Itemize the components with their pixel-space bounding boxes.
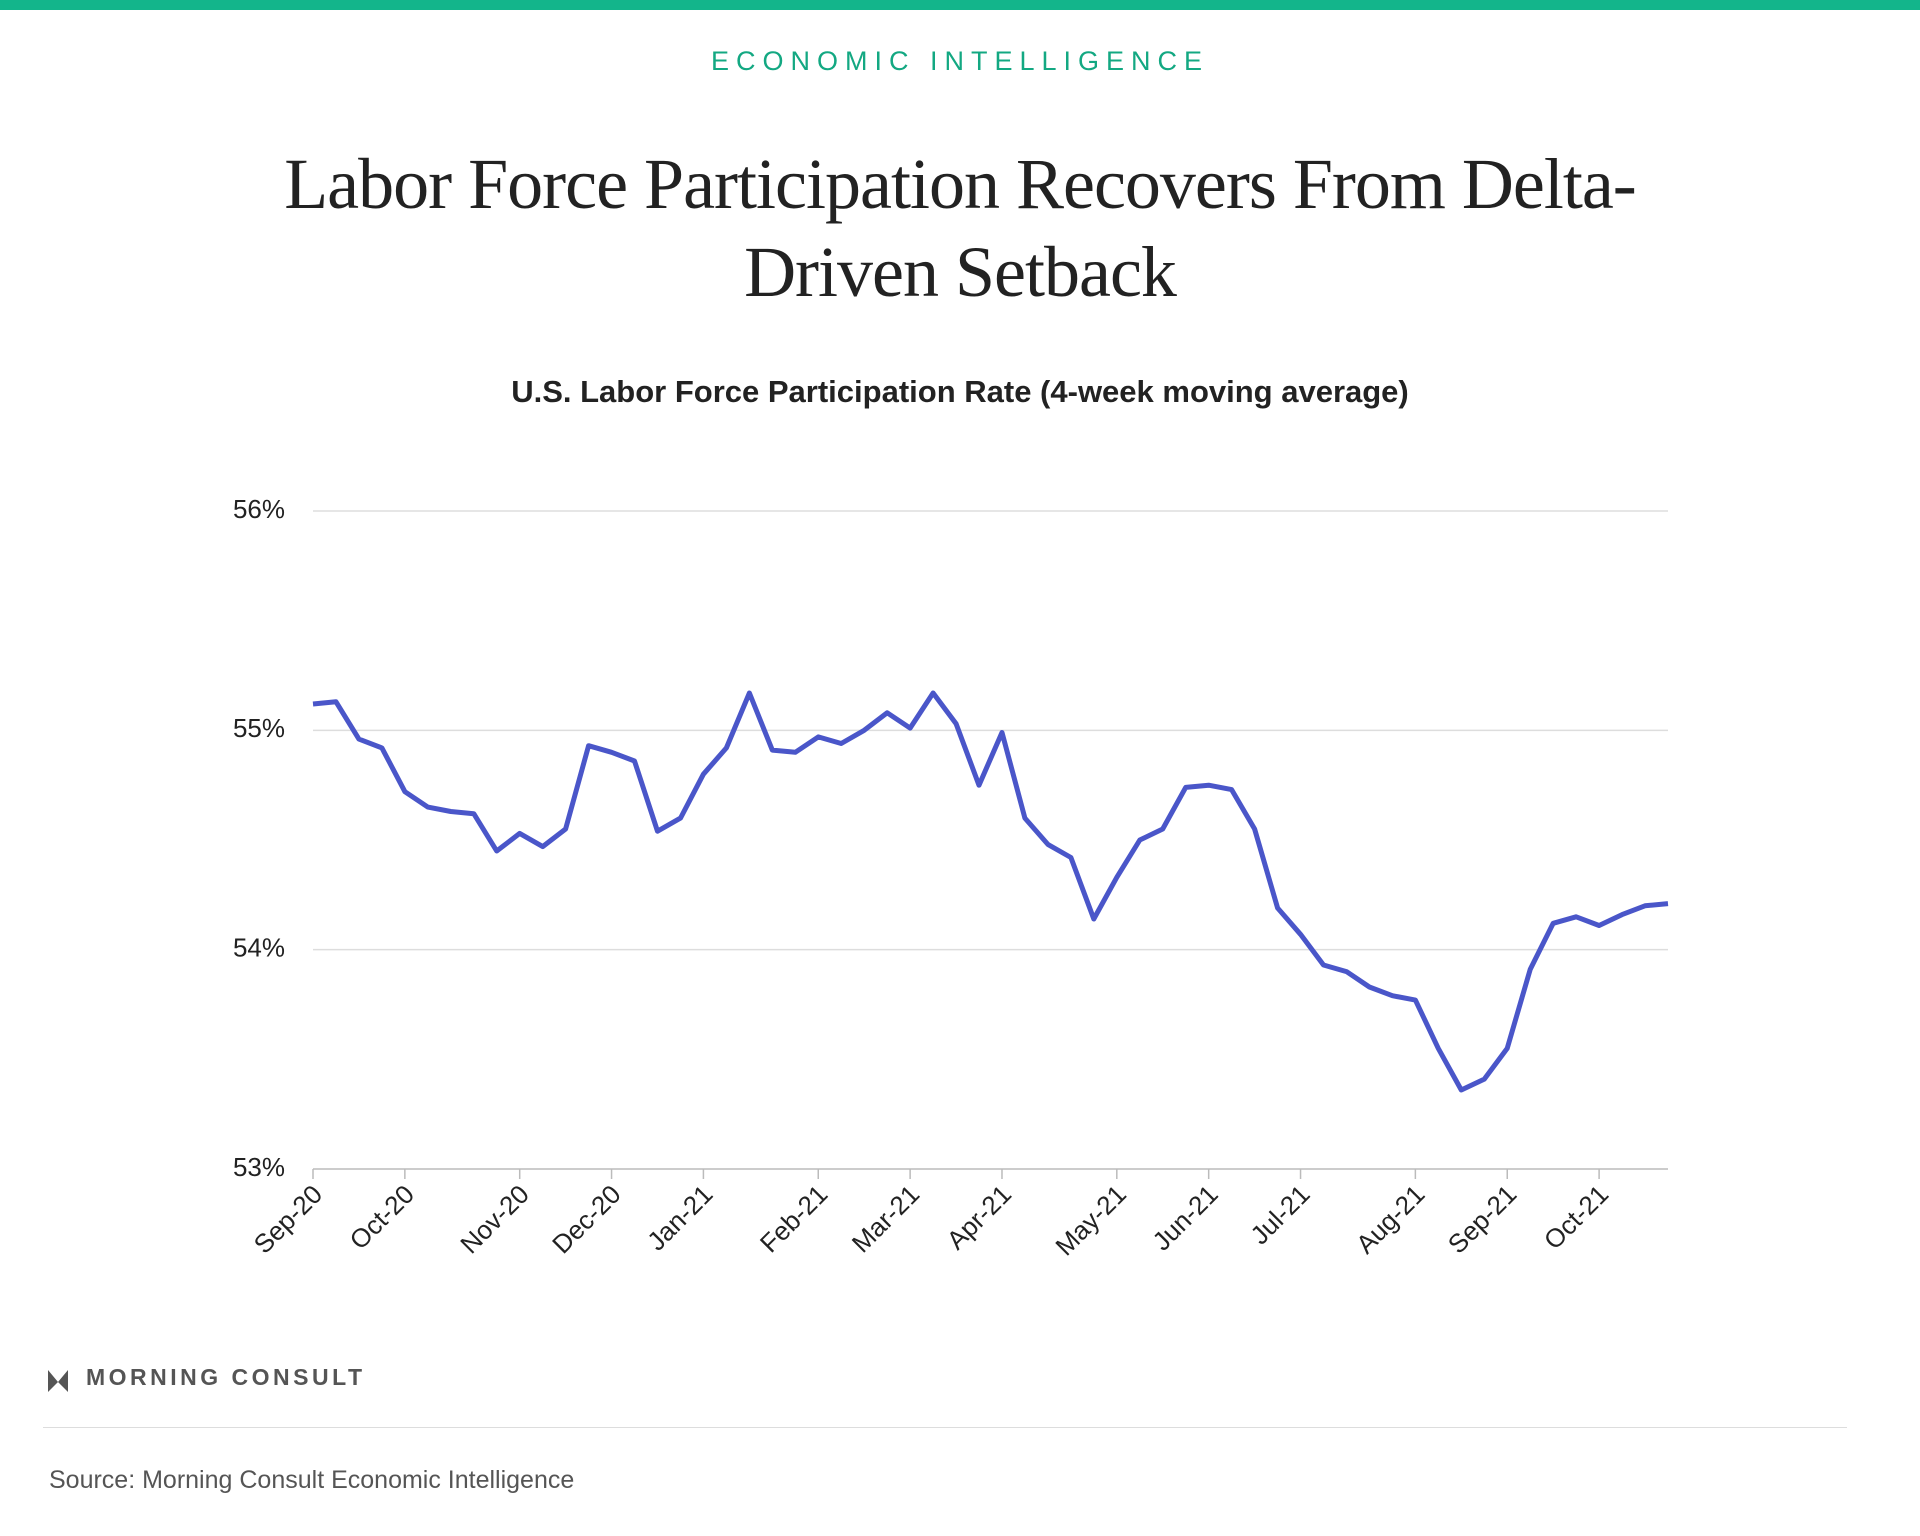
source: Source: Morning Consult Economic Intelli… (49, 1466, 575, 1494)
header: ECONOMIC INTELLIGENCE (710, 46, 1210, 76)
divider (43, 1427, 1847, 1428)
x-tick-label: Sep-20 (248, 1179, 328, 1259)
chart-subtitle: U.S. Labor Force Participation Rate (4-w… (511, 374, 1409, 409)
y-tick-label: 54% (233, 933, 285, 963)
x-tick-label: Dec-20 (546, 1179, 626, 1259)
x-tick-label: Sep-21 (1442, 1179, 1522, 1259)
top-bar (0, 0, 1920, 10)
y-tick-label: 55% (233, 713, 285, 743)
x-tick-label: Apr-21 (941, 1179, 1017, 1255)
y-tick-label: 56% (233, 494, 285, 524)
x-tick-label: Nov-20 (454, 1179, 534, 1259)
logo-icon (48, 1370, 68, 1392)
x-tick-label: Feb-21 (754, 1179, 833, 1258)
chart-title: Labor Force Participation Recovers From … (284, 144, 1637, 312)
x-tick-label: Jul-21 (1244, 1179, 1315, 1250)
x-tick-label: Jun-21 (1146, 1179, 1223, 1256)
x-tick-label: Oct-20 (344, 1179, 420, 1255)
x-tick-label: Oct-21 (1538, 1179, 1614, 1255)
logo: MORNING CONSULT (86, 1364, 366, 1390)
line (312, 690, 1669, 1093)
x-tick-label: May-21 (1049, 1179, 1132, 1262)
x-tick-label: Mar-21 (846, 1179, 925, 1258)
x-tick-label: Jan-21 (641, 1179, 718, 1256)
x-tick-label: Aug-21 (1350, 1179, 1430, 1259)
y-tick-label: 53% (233, 1152, 285, 1182)
